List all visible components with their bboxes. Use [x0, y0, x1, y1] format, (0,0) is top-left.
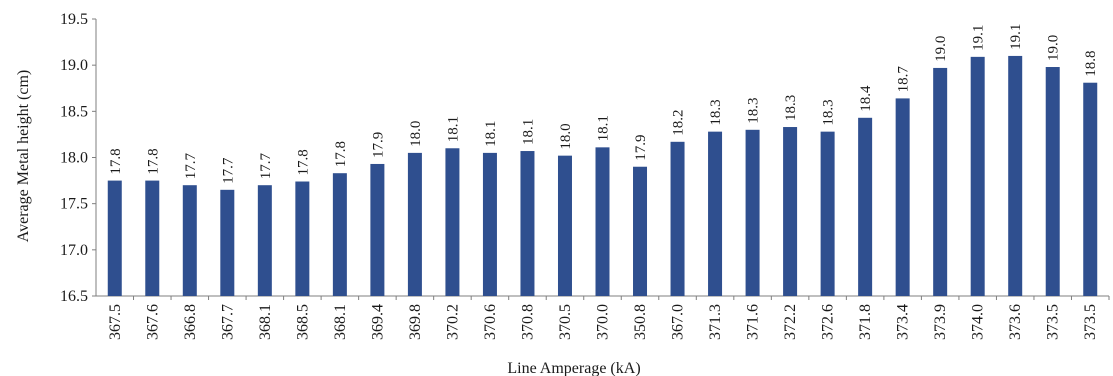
x-tick-label: 371.6	[745, 304, 762, 340]
x-tick-label: 373.5	[1045, 304, 1062, 340]
bar	[633, 166, 648, 296]
data-label: 18.1	[483, 121, 499, 147]
bar	[557, 155, 572, 296]
y-tick-label: 19.5	[60, 11, 88, 28]
bar	[107, 180, 122, 296]
bar	[182, 185, 197, 296]
bar	[783, 127, 798, 296]
bar	[933, 67, 948, 296]
data-label: 17.7	[258, 152, 274, 179]
bar	[257, 185, 272, 296]
data-label: 17.8	[333, 141, 349, 167]
x-tick-label: 372.2	[782, 304, 799, 340]
bars	[107, 55, 1098, 297]
x-tick-label: 370.8	[519, 304, 536, 340]
data-label: 19.1	[1008, 24, 1024, 50]
x-tick-label: 370.2	[444, 304, 461, 340]
x-tick-label: 366.8	[182, 304, 199, 340]
y-axis-title: Average Metal height (cm)	[15, 70, 32, 243]
x-tick-label: 369.8	[407, 304, 424, 340]
x-tick-label: 368.5	[294, 304, 311, 340]
data-label: 18.1	[445, 116, 461, 142]
data-label: 17.7	[220, 157, 236, 184]
data-label: 17.9	[633, 134, 649, 160]
x-tick-label: 373.4	[895, 304, 912, 340]
data-label: 18.3	[746, 98, 762, 124]
data-label: 18.0	[558, 123, 574, 149]
bar	[407, 152, 422, 296]
bar	[445, 148, 460, 296]
bar	[595, 147, 610, 296]
x-tick-label: 367.7	[219, 304, 236, 340]
y-tick-label: 16.5	[60, 288, 88, 305]
data-label: 19.0	[933, 36, 949, 62]
bar	[745, 129, 760, 296]
bar	[1045, 67, 1060, 296]
bar	[220, 189, 235, 296]
data-label: 17.8	[145, 148, 161, 174]
y-tick-label: 17.0	[60, 242, 88, 259]
bar	[332, 173, 347, 296]
y-tick-label: 19.0	[60, 57, 88, 74]
bar	[895, 98, 910, 296]
data-label: 17.7	[183, 152, 199, 179]
bar	[1008, 55, 1023, 296]
bar	[1083, 82, 1098, 297]
labels: 367.5 17.8 367.6 17.8 366.8 17.7 367.7 17.7 368.…	[107, 24, 1099, 340]
data-label: 18.3	[821, 99, 837, 125]
x-tick-label: 350.8	[632, 304, 649, 340]
data-label: 18.1	[520, 119, 536, 145]
axes: 16.5 17.0 17.5 18.0 18.5 19.0 19.5	[60, 11, 1110, 305]
data-label: 17.9	[370, 132, 386, 158]
data-label: 18.2	[671, 110, 687, 136]
data-label: 18.7	[896, 66, 912, 93]
x-tick-label: 370.6	[482, 304, 499, 340]
x-tick-label: 368.1	[257, 304, 274, 340]
bar	[670, 141, 685, 296]
x-tick-label: 373.5	[1082, 304, 1099, 340]
bar	[708, 131, 723, 296]
x-tick-label: 371.8	[857, 304, 874, 340]
x-tick-label: 368.1	[332, 304, 349, 340]
x-tick-label: 367.0	[670, 304, 687, 340]
data-label: 18.1	[596, 115, 612, 141]
x-tick-label: 367.6	[144, 304, 161, 340]
data-label: 17.8	[108, 148, 124, 174]
bar	[295, 181, 310, 296]
data-label: 18.3	[783, 95, 799, 121]
y-tick-label: 18.5	[60, 103, 88, 120]
data-label: 19.0	[1046, 35, 1062, 61]
x-axis-title: Line Amperage (kA)	[507, 360, 640, 376]
y-tick-label: 17.5	[60, 196, 88, 213]
bar	[970, 56, 985, 297]
x-tick-label: 372.6	[820, 304, 837, 340]
bar	[820, 131, 835, 296]
bar	[482, 152, 497, 296]
x-tick-label: 369.4	[369, 304, 386, 340]
x-tick-label: 367.5	[107, 304, 124, 340]
x-tick-label: 371.3	[707, 304, 724, 340]
x-tick-label: 373.9	[932, 304, 949, 340]
data-label: 17.8	[295, 149, 311, 175]
x-tick-label: 373.6	[1007, 304, 1024, 340]
data-label: 18.4	[858, 85, 874, 112]
data-label: 18.0	[408, 121, 424, 147]
data-label: 19.1	[971, 25, 987, 51]
x-tick-label: 374.0	[970, 304, 987, 340]
bar	[145, 180, 160, 296]
x-tick-label: 370.5	[557, 304, 574, 340]
bar	[370, 163, 385, 296]
bar	[520, 151, 535, 296]
x-tick-label: 370.0	[595, 304, 612, 340]
data-label: 18.3	[708, 99, 724, 125]
data-label: 18.8	[1083, 50, 1099, 76]
bar	[858, 117, 873, 297]
y-tick-label: 18.0	[60, 150, 88, 167]
